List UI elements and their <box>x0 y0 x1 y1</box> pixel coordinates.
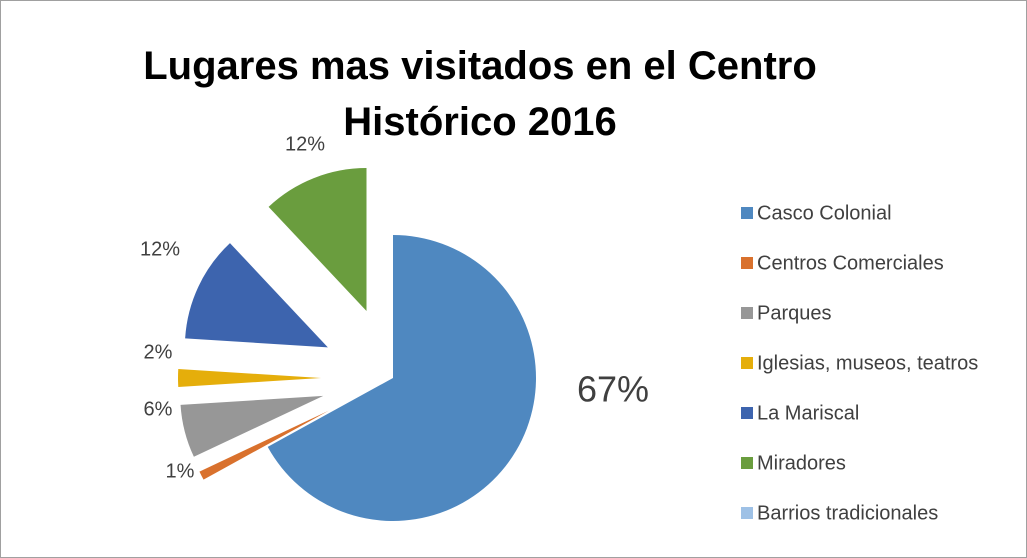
legend-swatch <box>741 507 753 519</box>
chart-title: Lugares mas visitados en el Centro Histó… <box>143 44 817 144</box>
data-label: 2% <box>144 341 173 363</box>
legend-label: Iglesias, museos, teatros <box>757 352 978 374</box>
pie-slice <box>185 243 328 348</box>
legend-swatch <box>741 207 753 219</box>
legend-label: Barrios tradicionales <box>757 502 938 524</box>
legend-label: La Mariscal <box>757 402 859 424</box>
legend-label: Casco Colonial <box>757 202 892 224</box>
pie-slice <box>178 369 321 387</box>
legend-label: Centros Comerciales <box>757 252 944 274</box>
legend-swatch <box>741 307 753 319</box>
legend-label: Parques <box>757 302 832 324</box>
legend-swatch <box>741 257 753 269</box>
pie-slice <box>180 395 324 457</box>
data-label: 12% <box>285 133 325 155</box>
data-label: 1% <box>166 460 195 482</box>
legend-label: Miradores <box>757 452 846 474</box>
legend-swatch <box>741 407 753 419</box>
data-label: 67% <box>577 369 649 410</box>
pie-slice <box>268 168 367 312</box>
pie-slice <box>199 410 329 480</box>
data-label: 12% <box>140 238 180 260</box>
legend-swatch <box>741 357 753 369</box>
data-label: 6% <box>144 398 173 420</box>
pie-slice <box>267 235 536 521</box>
legend-swatch <box>741 457 753 469</box>
